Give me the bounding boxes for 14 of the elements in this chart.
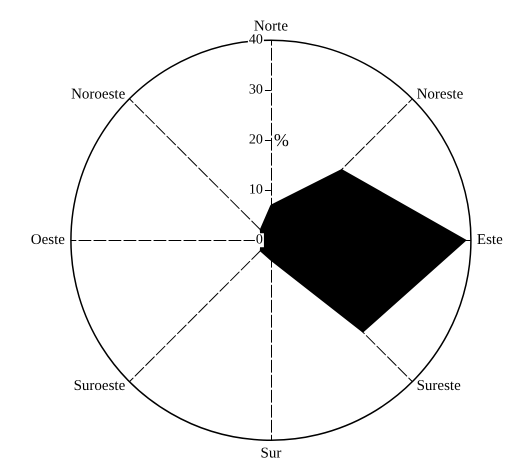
spoke-label: Este xyxy=(476,232,504,248)
spoke-label: Noreste xyxy=(416,86,464,103)
spoke-label: Sureste xyxy=(416,378,462,394)
y-tick-label: 10 xyxy=(248,182,263,198)
spoke-label: Noroeste xyxy=(71,86,126,103)
spoke-label: Norte xyxy=(254,18,288,35)
spoke-label: Oeste xyxy=(30,232,66,248)
y-tick-label: 30 xyxy=(248,82,263,98)
spoke-label: Suroeste xyxy=(74,378,126,394)
spoke-label: Sur xyxy=(260,446,282,462)
text: % xyxy=(274,130,289,150)
y-tick-label: 20 xyxy=(248,132,263,148)
y-tick-label: 0 xyxy=(256,232,263,248)
y-tick-label: 40 xyxy=(248,32,263,48)
